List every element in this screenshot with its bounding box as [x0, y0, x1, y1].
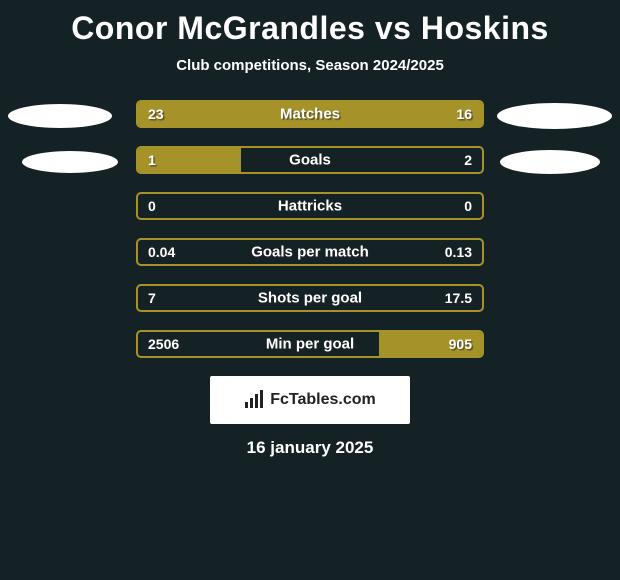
- bar-fill-right: [379, 332, 482, 356]
- ellipse-top-right: [497, 103, 612, 129]
- stat-value-right: 0: [464, 198, 472, 214]
- brand-text: FcTables.com: [270, 391, 376, 409]
- stat-row: 0Hattricks0: [136, 192, 484, 220]
- ellipse-top-left: [8, 104, 112, 128]
- stat-row: 1Goals2: [136, 146, 484, 174]
- subtitle: Club competitions, Season 2024/2025: [0, 57, 620, 74]
- stat-value-left: 7: [148, 290, 156, 306]
- chart-area: 23Matches16 1Goals2 0Hattricks0 0.04Goals p…: [0, 100, 620, 358]
- stat-label: Shots per goal: [138, 290, 482, 307]
- stat-value-right: 2: [464, 152, 472, 168]
- date-line: 16 january 2025: [0, 438, 620, 458]
- stat-value-left: 0: [148, 198, 156, 214]
- brand-badge: FcTables.com: [210, 376, 410, 424]
- stat-row: 23Matches16: [136, 100, 484, 128]
- bar-chart-icon: [244, 390, 264, 410]
- stat-label: Goals per match: [138, 244, 482, 261]
- stat-value-left: 2506: [148, 336, 179, 352]
- stat-label: Hattricks: [138, 198, 482, 215]
- bar-fill-left: [138, 148, 241, 172]
- stat-row: 7Shots per goal17.5: [136, 284, 484, 312]
- stat-value-right: 17.5: [445, 290, 472, 306]
- stat-value-left: 0.04: [148, 244, 175, 260]
- page-title: Conor McGrandles vs Hoskins: [0, 0, 620, 47]
- stat-row: 0.04Goals per match0.13: [136, 238, 484, 266]
- ellipse-mid-right: [500, 150, 600, 174]
- stat-value-right: 0.13: [445, 244, 472, 260]
- stat-row: 2506Min per goal905: [136, 330, 484, 358]
- ellipse-mid-left: [22, 151, 118, 173]
- bar-fill-left: [138, 102, 482, 126]
